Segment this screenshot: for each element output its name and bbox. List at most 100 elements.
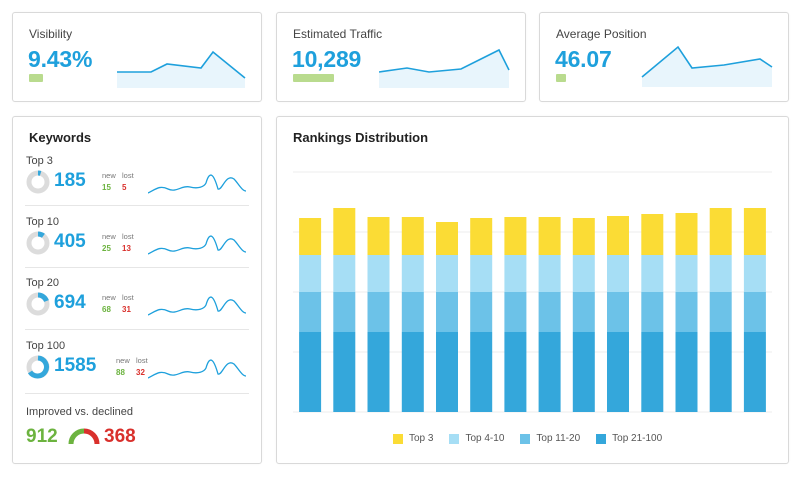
- bar-segment-top-11-20[interactable]: [675, 292, 698, 332]
- bar-segment-top-21-100[interactable]: [743, 332, 766, 412]
- bar-segment-top-11-20[interactable]: [743, 292, 766, 332]
- legend-label: Top 3: [409, 433, 434, 444]
- bar-segment-top-21-100[interactable]: [436, 332, 458, 412]
- bar-segment-top-11-20[interactable]: [504, 292, 527, 332]
- new-count: 15: [102, 183, 111, 192]
- bar-segment-top-3[interactable]: [436, 222, 458, 255]
- lost-label: lost: [136, 356, 148, 365]
- bar-segment-top-21-100[interactable]: [367, 332, 390, 412]
- lost-label: lost: [122, 232, 134, 241]
- bar-segment-top-3[interactable]: [470, 218, 493, 255]
- keyword-sparkline: [148, 296, 246, 316]
- bar-segment-top-4-10[interactable]: [709, 255, 732, 292]
- bar-segment-top-11-20[interactable]: [299, 292, 322, 332]
- bar-segment-top-21-100[interactable]: [299, 332, 322, 412]
- bar-segment-top-11-20[interactable]: [367, 292, 390, 332]
- keyword-row-top100[interactable]: Top 100 1585 new lost 88 32: [13, 340, 246, 396]
- new-count: 88: [116, 368, 125, 377]
- legend-label: Top 11-20: [536, 433, 581, 444]
- legend-item-top3[interactable]: Top 3: [393, 433, 433, 444]
- legend-item-top11-20[interactable]: Top 11-20: [520, 433, 580, 444]
- kpi-value: 9.43%: [28, 46, 93, 72]
- rankings-chart: [293, 171, 772, 413]
- bar-segment-top-11-20[interactable]: [436, 292, 458, 332]
- bar-segment-top-3[interactable]: [572, 218, 595, 255]
- bar-segment-top-3[interactable]: [401, 217, 424, 255]
- row-divider: [25, 205, 249, 206]
- bar-segment-top-4-10[interactable]: [401, 255, 424, 292]
- bar-segment-top-4-10[interactable]: [333, 255, 356, 292]
- bar-segment-top-11-20[interactable]: [401, 292, 424, 332]
- keyword-row-top20[interactable]: Top 20 694 new lost 68 31: [13, 277, 246, 333]
- lost-count: 5: [122, 183, 127, 192]
- bar-segment-top-3[interactable]: [504, 217, 527, 255]
- lost-count: 31: [122, 305, 131, 314]
- bar-segment-top-21-100[interactable]: [470, 332, 493, 412]
- legend-swatch: [393, 433, 403, 444]
- bar-segment-top-4-10[interactable]: [538, 255, 561, 292]
- bar-segment-top-11-20[interactable]: [538, 292, 561, 332]
- keyword-row-top3[interactable]: Top 3 185 new lost 15 5: [13, 155, 246, 211]
- bar-segment-top-21-100[interactable]: [641, 332, 664, 412]
- bar-segment-top-4-10[interactable]: [572, 255, 595, 292]
- legend-item-top4-10[interactable]: Top 4-10: [449, 433, 504, 444]
- bar-segment-top-3[interactable]: [743, 208, 766, 255]
- keyword-count: 405: [54, 231, 86, 252]
- lost-label: lost: [122, 171, 134, 180]
- position-sparkline: [641, 45, 773, 87]
- kpi-title: Estimated Traffic: [293, 27, 383, 41]
- bar-segment-top-21-100[interactable]: [333, 332, 356, 412]
- bar-segment-top-4-10[interactable]: [675, 255, 698, 292]
- bar-segment-top-3[interactable]: [299, 218, 322, 255]
- rankings-title: Rankings Distribution: [293, 130, 429, 145]
- bar-segment-top-4-10[interactable]: [470, 255, 493, 292]
- kpi-indicator-bar: [293, 74, 334, 82]
- bar-segment-top-21-100[interactable]: [709, 332, 732, 412]
- kpi-card-position: Average Position 46.07: [539, 12, 789, 102]
- declined-count: 368: [104, 426, 136, 447]
- gauge-icon: [68, 428, 100, 445]
- bar-segment-top-21-100[interactable]: [675, 332, 698, 412]
- donut-icon: [26, 231, 50, 255]
- bar-segment-top-4-10[interactable]: [607, 255, 629, 292]
- bar-segment-top-3[interactable]: [333, 208, 356, 255]
- bar-segment-top-4-10[interactable]: [299, 255, 322, 292]
- bar-segment-top-21-100[interactable]: [607, 332, 629, 412]
- chart-legend: Top 3 Top 4-10 Top 11-20 Top 21-100: [393, 433, 678, 444]
- bar-segment-top-11-20[interactable]: [333, 292, 356, 332]
- row-divider: [25, 329, 249, 330]
- bar-segment-top-21-100[interactable]: [401, 332, 424, 412]
- keyword-count: 185: [54, 170, 86, 191]
- kpi-card-visibility: Visibility 9.43%: [12, 12, 262, 102]
- keyword-row-top10[interactable]: Top 10 405 new lost 25 13: [13, 216, 246, 272]
- new-label: new: [116, 356, 130, 365]
- bar-segment-top-21-100[interactable]: [572, 332, 595, 412]
- bar-segment-top-4-10[interactable]: [641, 255, 664, 292]
- bar-segment-top-3[interactable]: [675, 213, 698, 255]
- new-label: new: [102, 171, 116, 180]
- legend-label: Top 21-100: [612, 433, 663, 444]
- new-label: new: [102, 232, 116, 241]
- bar-segment-top-11-20[interactable]: [470, 292, 493, 332]
- legend-swatch: [449, 433, 460, 444]
- bar-segment-top-3[interactable]: [709, 208, 732, 255]
- bar-segment-top-3[interactable]: [538, 217, 561, 255]
- bar-segment-top-3[interactable]: [607, 216, 629, 255]
- bar-segment-top-3[interactable]: [641, 214, 664, 255]
- row-label: Top 10: [26, 216, 60, 228]
- bar-segment-top-4-10[interactable]: [504, 255, 527, 292]
- bar-segment-top-4-10[interactable]: [743, 255, 766, 292]
- bar-segment-top-4-10[interactable]: [436, 255, 458, 292]
- bar-segment-top-21-100[interactable]: [538, 332, 561, 412]
- lost-count: 32: [136, 368, 145, 377]
- bar-segment-top-11-20[interactable]: [641, 292, 664, 332]
- bar-segment-top-3[interactable]: [367, 217, 390, 255]
- keywords-panel: Keywords Top 3 185 new lost 15 5 Top 10 …: [12, 116, 262, 464]
- bar-segment-top-11-20[interactable]: [572, 292, 595, 332]
- keyword-count: 694: [54, 292, 86, 313]
- bar-segment-top-21-100[interactable]: [504, 332, 527, 412]
- bar-segment-top-11-20[interactable]: [607, 292, 629, 332]
- bar-segment-top-11-20[interactable]: [709, 292, 732, 332]
- bar-segment-top-4-10[interactable]: [367, 255, 390, 292]
- legend-item-top21-100[interactable]: Top 21-100: [596, 433, 662, 444]
